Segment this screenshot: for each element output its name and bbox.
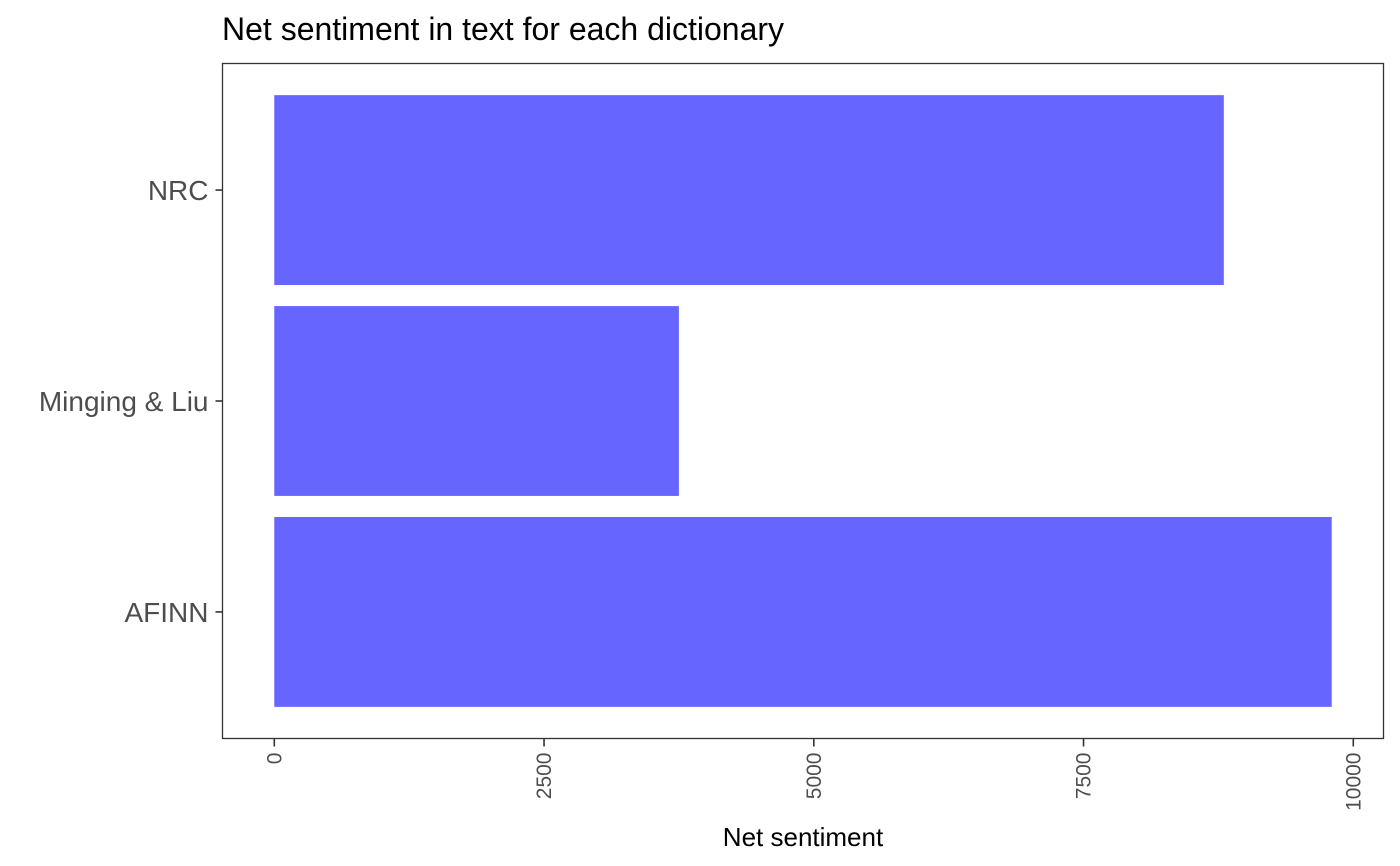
y-axis: AFINN Minging & Liu NRC (39, 175, 223, 628)
x-tick-label-10000: 10000 (1342, 753, 1365, 811)
y-tick-label-afinn: AFINN (125, 597, 209, 628)
bar-afinn (274, 517, 1332, 707)
x-tick-label-0: 0 (263, 753, 286, 765)
bar-minging-liu (274, 306, 679, 496)
x-axis: 0 2500 5000 7500 10000 (263, 738, 1365, 811)
x-axis-title: Net sentiment (723, 822, 884, 852)
y-tick-label-minging-liu: Minging & Liu (39, 386, 209, 417)
y-tick-label-nrc: NRC (148, 175, 209, 206)
x-tick-label-2500: 2500 (533, 753, 556, 800)
chart-title: Net sentiment in text for each dictionar… (222, 11, 784, 47)
x-tick-label-7500: 7500 (1073, 753, 1096, 800)
bar-nrc (274, 95, 1224, 285)
x-tick-label-5000: 5000 (803, 753, 826, 800)
bars (274, 95, 1332, 707)
